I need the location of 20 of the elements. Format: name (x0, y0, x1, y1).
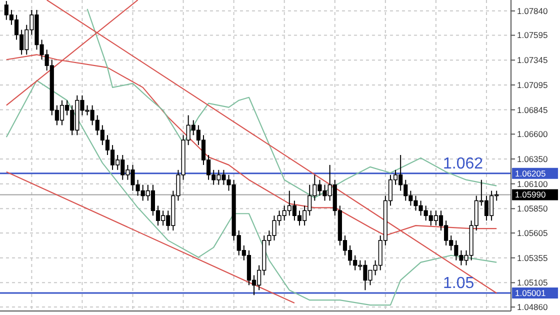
annotation: 1.062 (443, 155, 484, 172)
y-tick-label: 1.05605 (517, 228, 548, 238)
y-tick-label: 1.07840 (517, 6, 548, 16)
y-tick-label: 1.07345 (517, 55, 548, 66)
line-series (6, 80, 498, 306)
ref-line-label: 1.05990 (515, 190, 546, 200)
y-tick-label: 1.04860 (517, 302, 548, 312)
ref-line-label: 1.06205 (515, 168, 546, 178)
y-tick-label: 1.05850 (517, 204, 548, 214)
y-tick-label: 1.05355 (517, 252, 548, 263)
ref-line-label: 1.05001 (515, 288, 546, 298)
y-tick-label: 1.07095 (517, 80, 548, 90)
y-tick-label: 1.06600 (517, 129, 548, 140)
y-tick-label: 1.06100 (517, 178, 548, 189)
annotation: 1.05 (443, 275, 474, 292)
y-tick-label: 1.05105 (517, 278, 548, 288)
line-series (86, 8, 498, 198)
y-tick-label: 1.06350 (517, 154, 548, 164)
y-tick-label: 1.06845 (517, 104, 548, 115)
y-tick-label: 1.07595 (517, 30, 548, 40)
